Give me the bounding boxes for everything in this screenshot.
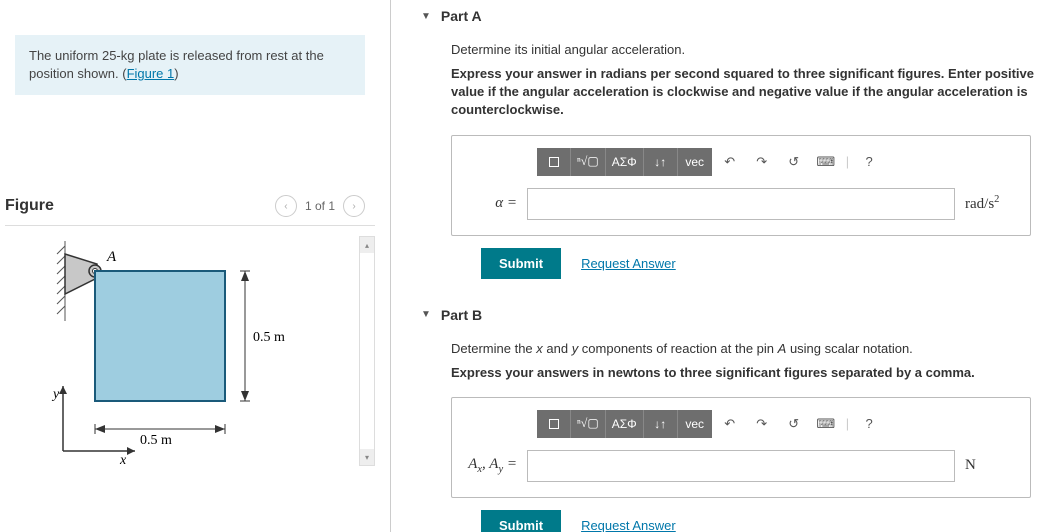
part-b-submit-button[interactable]: Submit [481,510,561,532]
part-b-request-answer-link[interactable]: Request Answer [581,518,676,532]
part-a-header[interactable]: ▼ Part A [421,0,1040,32]
disclosure-icon: ▼ [421,11,431,22]
keyboard-button[interactable]: ⌨ [812,410,840,438]
redo-button[interactable]: ↷ [748,148,776,176]
help-button[interactable]: ? [855,148,883,176]
left-panel: The uniform 25-kg plate is released from… [0,0,390,532]
part-a-equation-row: α = rad/s2 [467,188,1015,220]
part-a-title: Part A [441,8,482,24]
reset-button[interactable]: ↺ [780,410,808,438]
right-panel: ▼ Part A Determine its initial angular a… [391,0,1060,532]
part-b-var-label: Ax, Ay = [467,456,517,475]
part-b-prompt1: Determine the x and y components of reac… [451,341,1040,356]
figure-counter: 1 of 1 [305,199,335,213]
part-a-unit: rad/s2 [965,194,1015,213]
label-height: 0.5 m [253,330,285,345]
part-b-prompt2: Express your answers in newtons to three… [451,364,1040,382]
scroll-thumb[interactable] [360,253,374,449]
label-A: A [106,249,117,265]
toolbar-separator: | [844,154,851,169]
figure-header: Figure ‹ 1 of 1 › [5,195,375,226]
templates-button[interactable] [537,410,571,438]
part-a-answer-box: ⁿ√▢ ΑΣΦ ↓↑ vec ↶ ↷ ↺ ⌨ | ? α = rad/s2 [451,135,1031,236]
disclosure-icon: ▼ [421,309,431,320]
root-button[interactable]: ⁿ√▢ [571,410,606,438]
part-a-body: Determine its initial angular accelerati… [421,32,1040,299]
part-b-actions: Submit Request Answer [481,510,1040,532]
greek-button[interactable]: ΑΣΦ [606,410,644,438]
part-a-prompt1: Determine its initial angular accelerati… [451,42,1040,57]
figure-next-button[interactable]: › [343,195,365,217]
part-a-answer-input[interactable] [527,188,955,220]
undo-button[interactable]: ↶ [716,410,744,438]
figure-title: Figure [5,197,54,215]
part-b-equation-row: Ax, Ay = N [467,450,1015,482]
redo-button[interactable]: ↷ [748,410,776,438]
part-a-submit-button[interactable]: Submit [481,248,561,279]
subsup-button[interactable]: ↓↑ [644,148,678,176]
part-b-unit: N [965,457,1015,474]
figure-scrollbar[interactable]: ▴ ▾ [359,236,375,466]
label-x: x [119,453,127,466]
vec-button[interactable]: vec [678,410,712,438]
part-b-toolbar: ⁿ√▢ ΑΣΦ ↓↑ vec ↶ ↷ ↺ ⌨ | ? [537,410,1015,438]
figure-link[interactable]: Figure 1 [127,66,175,81]
help-button[interactable]: ? [855,410,883,438]
toolbar-separator: | [844,416,851,431]
figure-svg: A 0.5 m 0.5 m y [35,236,335,466]
root-button[interactable]: ⁿ√▢ [571,148,606,176]
greek-button[interactable]: ΑΣΦ [606,148,644,176]
reset-button[interactable]: ↺ [780,148,808,176]
keyboard-button[interactable]: ⌨ [812,148,840,176]
part-b-body: Determine the x and y components of reac… [421,331,1040,532]
figure-nav: ‹ 1 of 1 › [275,195,365,217]
part-a-toolbar: ⁿ√▢ ΑΣΦ ↓↑ vec ↶ ↷ ↺ ⌨ | ? [537,148,1015,176]
part-a-request-answer-link[interactable]: Request Answer [581,256,676,271]
templates-button[interactable] [537,148,571,176]
problem-text-after: ) [174,66,178,81]
label-width: 0.5 m [140,433,172,448]
part-b-answer-input[interactable] [527,450,955,482]
part-b-title: Part B [441,307,482,323]
vec-button[interactable]: vec [678,148,712,176]
figure-area: A 0.5 m 0.5 m y [5,236,375,486]
figure-prev-button[interactable]: ‹ [275,195,297,217]
label-y: y [51,387,60,402]
scroll-down-button[interactable]: ▾ [360,449,374,465]
part-b-header[interactable]: ▼ Part B [421,299,1040,331]
part-a-var-label: α = [467,195,517,212]
part-a-prompt2: Express your answer in radians per secon… [451,65,1040,120]
problem-statement: The uniform 25-kg plate is released from… [15,35,365,95]
subsup-button[interactable]: ↓↑ [644,410,678,438]
part-a-actions: Submit Request Answer [481,248,1040,279]
undo-button[interactable]: ↶ [716,148,744,176]
scroll-up-button[interactable]: ▴ [360,237,374,253]
part-b-answer-box: ⁿ√▢ ΑΣΦ ↓↑ vec ↶ ↷ ↺ ⌨ | ? Ax, Ay = N [451,397,1031,498]
